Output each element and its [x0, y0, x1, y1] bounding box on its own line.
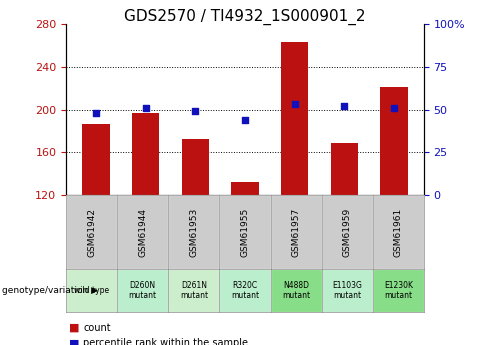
- Point: [92, 110, 100, 116]
- Text: wild type: wild type: [74, 286, 109, 295]
- Text: GSM61955: GSM61955: [241, 207, 249, 257]
- Text: ■: ■: [69, 338, 79, 345]
- Text: GSM61957: GSM61957: [292, 207, 300, 257]
- Bar: [132, 113, 159, 195]
- Text: GSM61961: GSM61961: [394, 207, 403, 257]
- Text: GSM61959: GSM61959: [343, 207, 352, 257]
- Text: genotype/variation ▶: genotype/variation ▶: [2, 286, 98, 295]
- Point: [192, 108, 199, 114]
- Text: GDS2570 / TI4932_1S000901_2: GDS2570 / TI4932_1S000901_2: [124, 9, 366, 25]
- Point: [241, 117, 249, 122]
- Bar: [231, 182, 259, 195]
- Text: ■: ■: [69, 323, 79, 333]
- Bar: [281, 42, 308, 195]
- Point: [291, 102, 298, 107]
- Bar: [82, 125, 110, 195]
- Text: percentile rank within the sample: percentile rank within the sample: [83, 338, 248, 345]
- Bar: [182, 139, 209, 195]
- Text: R320C
mutant: R320C mutant: [231, 281, 259, 300]
- Text: N488D
mutant: N488D mutant: [282, 281, 310, 300]
- Text: GSM61944: GSM61944: [138, 207, 147, 257]
- Text: GSM61942: GSM61942: [87, 207, 96, 257]
- Bar: [380, 87, 408, 195]
- Bar: [331, 142, 358, 195]
- Text: E1230K
mutant: E1230K mutant: [384, 281, 413, 300]
- Text: GSM61953: GSM61953: [190, 207, 198, 257]
- Point: [390, 105, 398, 111]
- Text: E1103G
mutant: E1103G mutant: [332, 281, 362, 300]
- Text: count: count: [83, 323, 111, 333]
- Text: D260N
mutant: D260N mutant: [129, 281, 157, 300]
- Point: [341, 104, 348, 109]
- Point: [142, 105, 149, 111]
- Text: D261N
mutant: D261N mutant: [180, 281, 208, 300]
